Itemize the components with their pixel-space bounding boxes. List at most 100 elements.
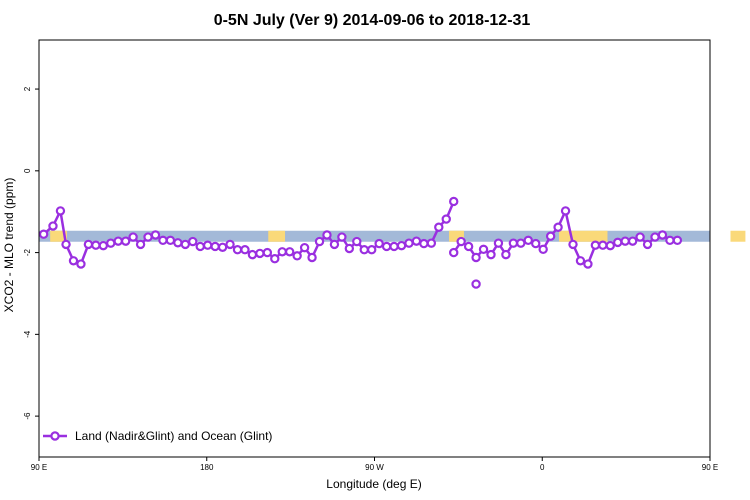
y-tick-label: -2	[23, 248, 32, 256]
y-tick-label: 2	[23, 86, 32, 91]
data-point	[55, 206, 66, 216]
data-point	[98, 240, 109, 251]
data-point	[202, 240, 213, 250]
y-axis-label: XCO2 - MLO trend (ppm)	[2, 178, 16, 313]
data-point	[76, 259, 86, 269]
data-point	[568, 239, 578, 250]
data-point	[91, 240, 101, 250]
data-point	[501, 249, 511, 260]
data-point	[359, 245, 369, 255]
data-point	[449, 196, 459, 207]
data-point	[322, 230, 332, 240]
data-point	[195, 241, 205, 252]
legend-marker	[50, 431, 60, 441]
data-point	[538, 244, 548, 255]
data-point	[449, 247, 459, 258]
data-point	[48, 221, 58, 231]
data-point	[523, 235, 533, 246]
data-point	[337, 232, 347, 242]
data-point	[650, 232, 660, 242]
data-point	[314, 236, 325, 247]
data-point	[598, 240, 608, 250]
data-point	[68, 256, 79, 266]
data-point	[381, 241, 392, 252]
data-point	[389, 241, 399, 252]
data-point	[277, 247, 287, 257]
data-point	[613, 237, 623, 248]
data-point	[344, 243, 355, 254]
data-point	[404, 238, 414, 248]
data-point	[61, 239, 71, 250]
chart-title: 0-5N July (Ver 9) 2014-09-06 to 2018-12-…	[214, 12, 531, 29]
data-point	[262, 247, 273, 258]
data-point	[106, 238, 116, 248]
data-point	[329, 239, 340, 250]
data-point	[635, 232, 645, 242]
data-point	[225, 239, 235, 250]
data-point	[605, 240, 615, 251]
data-point	[165, 235, 176, 246]
data-point	[247, 249, 258, 260]
data-point	[672, 235, 683, 246]
x-tick-label: 90 E	[31, 463, 47, 472]
y-tick-label: -6	[23, 412, 32, 420]
data-point	[575, 256, 586, 266]
legend-label: Land (Nadir&Glint) and Ocean (Glint)	[75, 429, 272, 443]
data-point	[292, 251, 302, 261]
data-point	[284, 247, 295, 257]
x-tick-label: 90 E	[702, 463, 718, 472]
x-axis: 90 E 180 90 W 0 90 E	[31, 457, 718, 472]
data-point	[463, 241, 474, 252]
data-point	[143, 232, 153, 242]
data-point	[545, 231, 556, 241]
data-point	[411, 236, 422, 246]
data-point	[657, 230, 668, 240]
data-point	[135, 239, 146, 250]
y-axis: 2 0 -2 -4 -6	[23, 86, 39, 420]
data-point	[150, 230, 161, 240]
data-point	[113, 236, 123, 246]
data-point	[188, 236, 198, 247]
data-point	[426, 238, 437, 248]
data-point	[307, 252, 317, 263]
data-point	[352, 236, 362, 247]
data-point	[471, 252, 481, 263]
y-tick-label: 0	[23, 168, 32, 173]
data-point	[210, 241, 220, 252]
x-tick-label: 180	[200, 463, 214, 472]
data-point	[374, 238, 384, 249]
data-series	[38, 196, 683, 289]
data-point	[590, 240, 601, 250]
x-tick-label: 90 W	[365, 463, 384, 472]
data-point	[120, 236, 131, 246]
data-point	[583, 259, 593, 269]
data-point	[128, 232, 138, 242]
x-axis-label: Longitude (deg E)	[326, 477, 421, 491]
data-point	[560, 206, 571, 216]
data-point	[471, 279, 481, 289]
data-point	[180, 239, 191, 250]
y-tick-label: -4	[23, 330, 32, 338]
data-point	[367, 245, 377, 255]
data-point	[516, 238, 526, 248]
data-point	[434, 222, 444, 232]
data-point	[486, 249, 496, 260]
data-point	[299, 242, 310, 253]
data-point	[396, 240, 407, 251]
data-point	[627, 236, 638, 246]
data-point	[553, 222, 563, 232]
data-point	[173, 238, 183, 248]
data-point	[270, 254, 280, 264]
data-point	[255, 248, 265, 259]
x-tick-label: 0	[540, 463, 545, 472]
data-point	[642, 239, 653, 250]
data-point	[158, 235, 168, 246]
data-point	[493, 238, 504, 248]
data-point	[531, 238, 541, 249]
data-point	[456, 236, 466, 247]
legend: Land (Nadir&Glint) and Ocean (Glint)	[43, 429, 272, 443]
data-point	[240, 245, 250, 255]
data-point	[665, 235, 675, 246]
data-point	[419, 238, 429, 249]
